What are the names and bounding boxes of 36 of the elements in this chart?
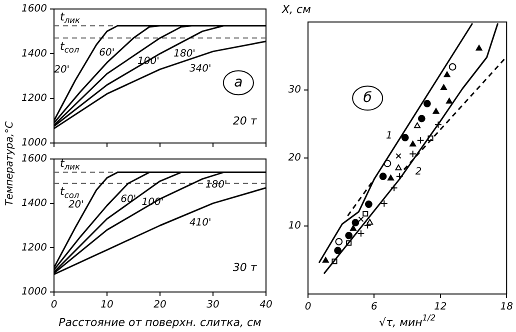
y-tick-label: 1400 [22,198,47,209]
y-tick-label: 10 [288,220,301,232]
y-axis-title: Температура,°С [4,120,16,208]
series-label: 2 [415,166,422,178]
y-tick-label: 1200 [22,242,47,254]
x-tick-label: 0 [304,302,312,313]
x-tick-label: 18 [500,302,514,313]
series-label: 180' [205,180,228,191]
y-tick-label: 1600 [22,4,47,15]
annotation: б [363,90,372,106]
annotation: 30 т [232,260,258,274]
series-label: 340' [189,63,212,74]
x-tick-label: 6 [371,302,378,313]
series-label: 20' [54,64,70,76]
x-tick-label: 40 [260,300,272,311]
x-tick-label: 12 [434,302,447,313]
x-tick-label: 10 [100,300,114,311]
x-tick-label: 30 [206,300,220,311]
y-axis-title: X, см [281,2,311,16]
series-label: 1 [386,130,392,142]
y-tick-label: 1400 [22,48,47,60]
x-tick-label: 0 [50,300,58,311]
series-label: 60' [99,47,115,58]
x-axis-title: Расстояние от поверхн. слитка, см [58,316,262,329]
y-tick-label: 20 [288,152,301,164]
annotation: 20 т [232,114,258,128]
y-tick-label: 1200 [22,92,47,104]
y-tick-label: 1600 [22,154,47,165]
annotation: а [234,74,243,90]
series-label: 410' [189,217,212,228]
y-tick-label: 30 [288,84,301,96]
series-label: 20' [68,200,84,211]
y-tick-label: 1000 [22,286,47,298]
x-tick-label: 20 [154,300,166,311]
series-label: 180' [174,48,196,60]
y-tick-label: 1000 [22,138,47,149]
